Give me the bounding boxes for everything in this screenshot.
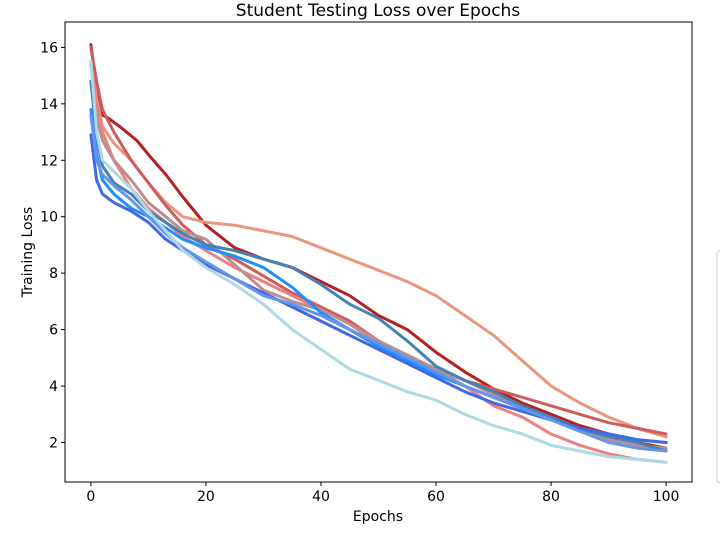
y-tick-label: 12 [40, 153, 58, 169]
x-tick-label: 0 [86, 489, 95, 505]
y-tick-label: 4 [49, 379, 58, 395]
series-line-7 [89, 108, 668, 444]
series-line-5 [89, 79, 668, 450]
series-line-10 [89, 60, 668, 464]
legend-box [716, 250, 720, 484]
y-tick-label: 10 [40, 210, 58, 226]
x-tick-label: 80 [542, 489, 560, 505]
y-axis-label: Training Loss [20, 207, 36, 298]
x-tick-label: 20 [197, 489, 215, 505]
series-line-8 [89, 133, 668, 444]
x-axis-label: Epochs [353, 509, 403, 525]
x-tick-label: 60 [427, 489, 445, 505]
plot-frame [64, 21, 693, 483]
x-tick-label: 100 [653, 489, 680, 505]
y-tick-label: 8 [49, 266, 58, 282]
series-line-9 [89, 113, 668, 453]
x-axis: 0 20 40 60 80 100 [86, 482, 679, 505]
chart-title: Student Testing Loss over Epochs [236, 1, 521, 21]
series-layer [89, 43, 668, 464]
y-axis: 2 4 6 8 10 12 14 16 [40, 40, 65, 451]
series-line-6 [89, 79, 668, 453]
x-tick-label: 40 [312, 489, 330, 505]
y-tick-label: 2 [49, 435, 58, 451]
y-tick-label: 14 [40, 97, 58, 113]
y-tick-label: 6 [49, 323, 58, 339]
y-tick-label: 16 [40, 40, 58, 56]
series-line-3 [89, 45, 668, 436]
